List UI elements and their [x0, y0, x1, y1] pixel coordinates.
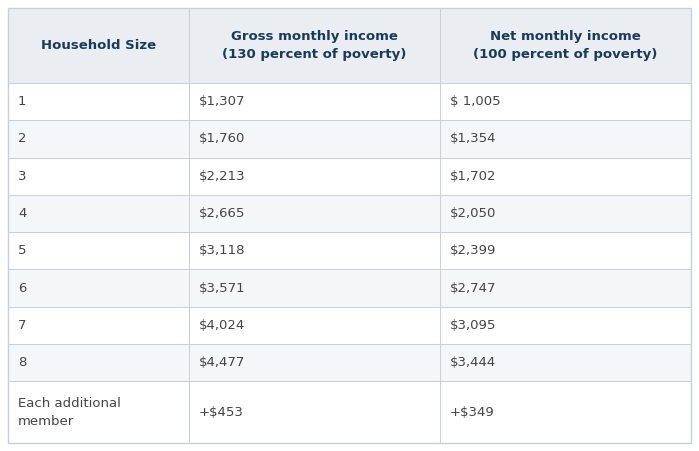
- Bar: [8, 195, 691, 232]
- Bar: [8, 381, 691, 443]
- Bar: [8, 307, 691, 344]
- Text: 7: 7: [18, 319, 27, 332]
- Text: Household Size: Household Size: [41, 39, 156, 52]
- Text: $2,665: $2,665: [199, 207, 245, 220]
- Bar: [8, 8, 691, 83]
- Bar: [8, 157, 691, 195]
- Bar: [8, 120, 691, 157]
- Text: $1,354: $1,354: [449, 133, 496, 145]
- Text: $2,213: $2,213: [199, 170, 245, 183]
- Text: $4,024: $4,024: [199, 319, 245, 332]
- Text: +$453: +$453: [199, 405, 244, 419]
- Text: $ 1,005: $ 1,005: [449, 95, 500, 108]
- Text: 1: 1: [18, 95, 27, 108]
- Bar: [8, 269, 691, 307]
- Text: +$349: +$349: [449, 405, 494, 419]
- Text: 8: 8: [18, 356, 27, 369]
- Text: $1,760: $1,760: [199, 133, 245, 145]
- Text: $3,444: $3,444: [449, 356, 496, 369]
- Text: $2,399: $2,399: [449, 244, 496, 257]
- Text: $3,571: $3,571: [199, 281, 245, 295]
- Text: Net monthly income
(100 percent of poverty): Net monthly income (100 percent of pover…: [473, 30, 658, 61]
- Bar: [8, 344, 691, 381]
- Bar: [8, 83, 691, 120]
- Bar: [8, 232, 691, 269]
- Text: 2: 2: [18, 133, 27, 145]
- Text: $4,477: $4,477: [199, 356, 245, 369]
- Text: $2,747: $2,747: [449, 281, 496, 295]
- Text: Each additional
member: Each additional member: [18, 396, 121, 428]
- Text: $3,118: $3,118: [199, 244, 245, 257]
- Text: $3,095: $3,095: [449, 319, 496, 332]
- Text: Gross monthly income
(130 percent of poverty): Gross monthly income (130 percent of pov…: [222, 30, 407, 61]
- Text: 4: 4: [18, 207, 27, 220]
- Text: 6: 6: [18, 281, 27, 295]
- Text: $1,307: $1,307: [199, 95, 245, 108]
- Text: 3: 3: [18, 170, 27, 183]
- Text: 5: 5: [18, 244, 27, 257]
- Text: $2,050: $2,050: [449, 207, 496, 220]
- Text: $1,702: $1,702: [449, 170, 496, 183]
